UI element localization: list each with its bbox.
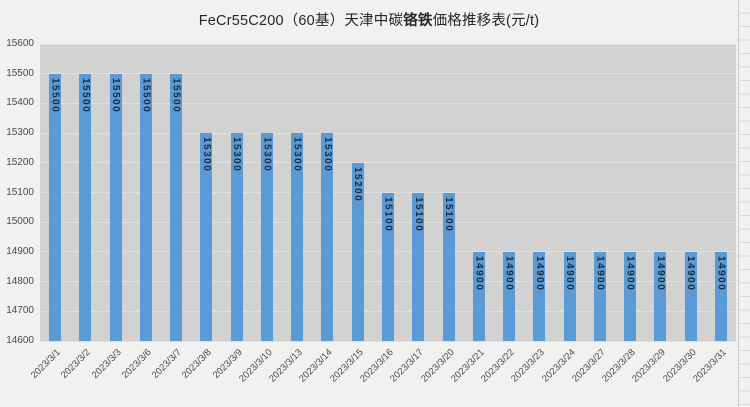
chart-title-pre: FeCr55C200（60基）天津中碳 [198,13,404,29]
x-tick-label: 2023/3/7 [150,347,184,381]
x-tick-label: 2023/3/29 [630,347,669,385]
x-tick-label: 2023/3/27 [569,347,608,385]
bar: 14900 [503,251,516,341]
y-tick-label: 15400 [6,97,34,109]
y-tick-label: 15200 [6,156,34,168]
x-tick-label: 2023/3/23 [509,347,548,385]
bar: 14900 [563,251,576,341]
bar: 15300 [230,133,243,341]
chart-title-bold: 铬铁 [403,13,433,29]
y-tick-label: 15500 [6,67,34,79]
bar: 15100 [412,192,425,341]
gridline [40,340,736,342]
x-tick-label: 2023/3/30 [660,347,699,385]
bar: 14900 [472,251,485,341]
gridline [40,132,736,134]
bar: 15300 [260,133,273,341]
y-tick-label: 14600 [6,335,34,346]
bar-value-label: 15300 [261,137,273,173]
bar-value-label: 14900 [624,255,636,292]
x-tick-label: 2023/3/28 [600,347,638,385]
bar-value-label: 15500 [140,77,152,114]
bar: 14900 [533,251,546,341]
x-tick-label: 2023/3/6 [119,347,154,381]
bar: 15500 [139,73,152,341]
bar-value-label: 15100 [412,196,424,232]
chart-title: FeCr55C200（60基）天津中碳铬铁価格推移表(元/t) [0,8,738,34]
bar: 15300 [291,133,304,341]
x-tick-label: 2023/3/16 [358,347,396,385]
bar: 15500 [170,73,183,341]
bar: 15300 [200,133,213,341]
plot-area: 15500 15500 15500 15500 15500 15300 15300 15300… [40,43,736,342]
y-tick-label: 15100 [6,186,34,198]
bar: 15300 [321,133,334,341]
bar: 15500 [109,73,122,341]
bar: 15500 [79,73,92,341]
x-tick-label: 2023/3/1 [28,347,63,381]
bar: 14900 [684,251,697,341]
bar-value-label: 15300 [321,137,333,173]
x-tick-label: 2023/3/22 [479,347,517,385]
bar-value-label: 15500 [49,77,61,114]
x-tick-label: 2023/3/10 [237,347,275,385]
bar-value-label: 15500 [170,77,182,114]
bar-value-label: 15500 [79,77,91,114]
x-tick-label: 2023/3/3 [89,347,124,381]
bar-value-label: 15200 [352,166,364,203]
bar-value-label: 15100 [443,196,455,232]
bar: 15200 [351,162,364,341]
x-tick-label: 2023/3/13 [267,347,305,385]
bar-value-label: 14900 [503,255,515,292]
x-tick-label: 2023/3/8 [180,347,215,381]
y-tick-label: 15600 [6,38,34,49]
x-tick-label: 2023/3/2 [59,347,94,381]
bar: 14900 [714,251,727,341]
bar-value-label: 14900 [564,255,576,292]
gridline [40,73,736,75]
bar-value-label: 15500 [110,77,122,114]
bar: 15100 [382,192,394,341]
bar-value-label: 14900 [473,255,485,292]
bar-value-label: 14900 [594,255,606,292]
bar-value-label: 15100 [382,196,394,232]
y-tick-label: 14800 [6,275,34,287]
x-tick-label: 2023/3/31 [690,347,729,385]
bar: 15100 [442,192,455,341]
x-tick-label: 2023/3/17 [388,347,427,385]
bar-value-label: 15300 [291,137,303,173]
gridline [40,102,736,104]
bar-value-label: 14900 [654,255,666,292]
bar: 15500 [49,73,62,341]
bar-value-label: 15300 [231,137,243,173]
x-tick-label: 2023/3/9 [210,347,245,381]
x-tick-label: 2023/3/24 [539,347,578,385]
y-tick-label: 15000 [6,216,34,228]
x-tick-label: 2023/3/14 [297,347,336,385]
gridline [40,162,736,164]
bar-value-label: 14900 [685,255,697,292]
x-tick-label: 2023/3/20 [418,347,457,385]
bar: 14900 [593,251,606,341]
bar: 14900 [654,251,667,341]
x-tick-label: 2023/3/21 [448,347,487,385]
chart-title-post: 価格推移表(元/t) [432,13,540,29]
spreadsheet-edge-gridlines [738,0,750,407]
gridline [40,43,736,45]
x-tick-label: 2023/3/15 [327,347,366,385]
bar-value-label: 15300 [200,137,212,173]
y-tick-label: 14700 [6,305,34,317]
y-tick-label: 14900 [6,245,34,257]
bar: 14900 [624,251,637,341]
bar-value-label: 14900 [533,255,545,292]
y-tick-label: 15300 [6,127,34,139]
bar-value-label: 14900 [715,255,727,292]
